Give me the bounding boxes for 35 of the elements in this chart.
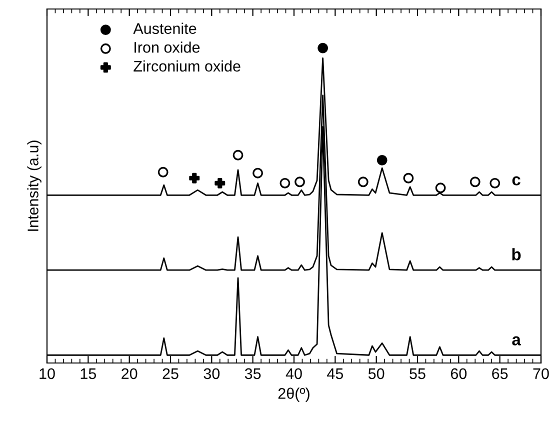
point [214,178,226,188]
point [158,166,168,178]
x-axis-title: 2θ(º) [278,388,310,402]
x-tick-label: 65 [492,368,508,380]
x-tick-label: 20 [122,368,138,380]
legend-label: Austenite [133,22,196,34]
point [358,176,368,188]
series-label: c [512,176,520,186]
x-tick-label: 15 [80,368,96,380]
point [280,178,290,188]
x-tick-label: 55 [410,368,426,380]
x-tick-label: 60 [450,368,467,380]
point [435,182,446,194]
x-tick-label: 45 [327,368,344,380]
x-tick-label: 40 [286,368,302,380]
legend-label: Zirconium oxide [134,60,240,72]
point [189,172,200,184]
x-tick-label: 50 [368,368,384,380]
point [470,176,480,188]
y-axis-title: Intensity (a.u) [27,140,42,231]
point [490,178,500,188]
x-tick-label: 25 [162,368,178,380]
x-tick-label: 70 [533,368,549,380]
point [403,172,414,184]
series-label: b [512,248,521,260]
x-tick-label: 30 [204,368,220,380]
point [318,42,328,54]
legend-label: Iron oxide [134,42,200,53]
series-label: a [512,336,522,346]
point [294,176,305,188]
point [376,154,388,166]
x-tick-label: 35 [244,368,261,380]
point [232,150,244,160]
x-tick-label: 10 [40,368,55,380]
point [252,168,263,178]
